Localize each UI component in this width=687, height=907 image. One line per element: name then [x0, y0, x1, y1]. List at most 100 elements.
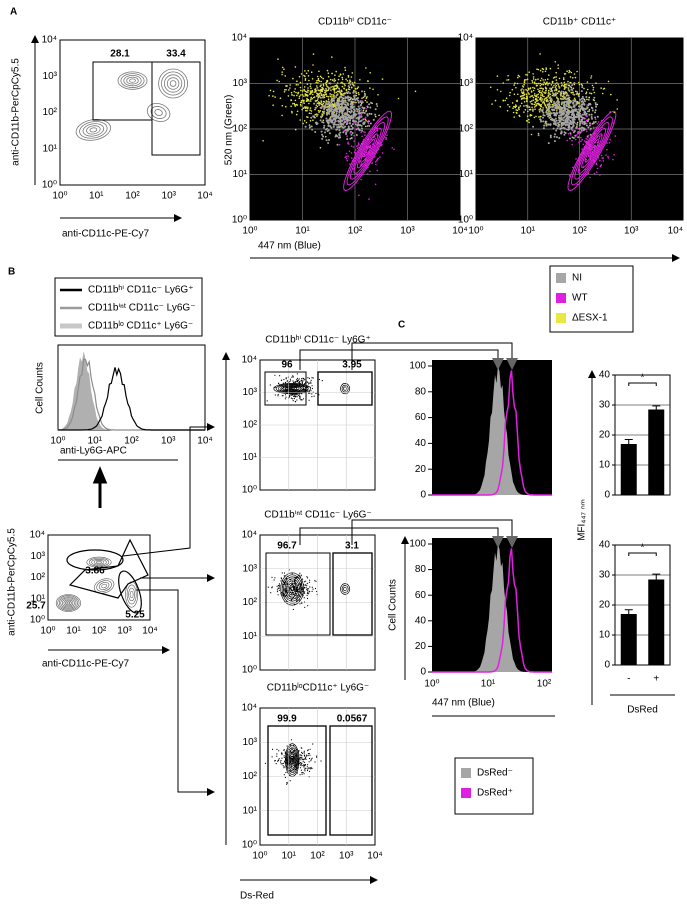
event-dot [277, 393, 279, 396]
contour [150, 106, 167, 119]
event-dot [303, 766, 305, 768]
event-dot [589, 176, 591, 179]
event-dot [350, 117, 353, 119]
event-dot [310, 390, 312, 392]
event-dot [612, 158, 614, 161]
event-dot [308, 581, 310, 584]
event-dot [590, 75, 593, 77]
event-dot [592, 122, 595, 125]
event-dot [353, 89, 355, 92]
event-dot [582, 97, 585, 100]
event-dot [291, 589, 293, 591]
y-tick-label: 20 [415, 464, 427, 475]
y-tick-label: 40 [599, 540, 611, 551]
event-dot [351, 81, 354, 84]
event-dot [541, 90, 544, 92]
event-dot [589, 133, 592, 136]
event-dot [304, 70, 306, 72]
event-dot [320, 103, 323, 106]
event-dot [336, 93, 339, 96]
event-dot [577, 108, 580, 111]
event-dot [569, 120, 572, 122]
event-dot [585, 91, 588, 93]
event-dot [277, 587, 279, 589]
event-dot [385, 138, 387, 141]
event-dot [564, 120, 567, 123]
event-dot [336, 86, 339, 89]
event-dot [360, 103, 362, 106]
event-dot [368, 103, 371, 106]
event-dot [563, 88, 566, 90]
axis-title: anti-CD11c-PE-Cy7 [62, 229, 149, 240]
event-dot [336, 128, 339, 131]
x-tick-label: 10² [310, 851, 325, 862]
event-dot [521, 92, 524, 95]
event-dot [327, 98, 330, 100]
event-dot [533, 87, 536, 89]
event-dot [595, 105, 598, 108]
event-dot [343, 83, 346, 85]
event-dot [296, 377, 299, 379]
event-dot [572, 124, 575, 127]
event-dot [560, 116, 563, 119]
event-dot [599, 174, 601, 176]
event-dot [345, 123, 348, 126]
event-dot [552, 104, 555, 107]
event-dot [292, 376, 294, 378]
event-dot [316, 79, 318, 82]
event-dot [583, 140, 586, 142]
event-dot [306, 597, 309, 600]
event-dot [346, 130, 348, 133]
event-dot [564, 73, 567, 75]
event-dot [337, 78, 340, 81]
event-dot [305, 758, 307, 761]
bar [620, 614, 637, 665]
contour [577, 127, 607, 174]
event-dot [347, 98, 350, 101]
y-tick-label: 0 [604, 490, 610, 501]
event-dot [586, 81, 589, 83]
y-tick-label: 40 [415, 615, 427, 626]
y-tick-label: 80 [415, 564, 427, 575]
event-dot [314, 131, 317, 133]
event-dot [547, 107, 550, 110]
event-dot [555, 76, 557, 78]
event-dot [504, 99, 507, 102]
event-dot [303, 383, 306, 385]
event-dot [594, 120, 597, 123]
event-dot [352, 146, 355, 148]
event-dot [543, 99, 546, 102]
legend-label: CD11bⁱⁿᵗ CD11c⁻ Ly6G⁻ [88, 303, 196, 314]
event-dot [350, 145, 353, 147]
event-dot [316, 75, 319, 78]
event-dot [549, 134, 552, 137]
event-dot [310, 71, 313, 73]
contour [280, 385, 305, 393]
event-dot [316, 122, 319, 125]
event-dot [290, 599, 293, 601]
event-dot [306, 94, 309, 96]
event-dot [341, 90, 343, 93]
legend-label: CD11bʰⁱ CD11c⁻ Ly6G⁺ [88, 285, 193, 296]
y-tick-label: 10⁰ [242, 665, 257, 676]
event-dot [550, 98, 553, 100]
event-dot [300, 769, 302, 771]
event-dot [338, 120, 341, 123]
event-dot [352, 105, 355, 108]
event-dot [567, 111, 570, 114]
event-dot [584, 100, 586, 103]
y-tick-label: 30 [599, 400, 611, 411]
x-tick-label: 10² [125, 191, 140, 202]
event-dot [307, 591, 309, 593]
event-dot [391, 147, 394, 149]
y-tick-label: 10¹ [233, 169, 248, 180]
axis-title: Ds-Red [240, 891, 274, 902]
event-dot [563, 131, 566, 134]
legend-label: CD11bˡᵒ CD11c⁺ Ly6G⁻ [88, 321, 193, 332]
event-dot [583, 87, 585, 90]
event-dot [596, 167, 599, 170]
event-dot [537, 99, 539, 102]
event-dot [376, 159, 378, 162]
event-dot [338, 103, 341, 106]
event-dot [591, 117, 593, 120]
